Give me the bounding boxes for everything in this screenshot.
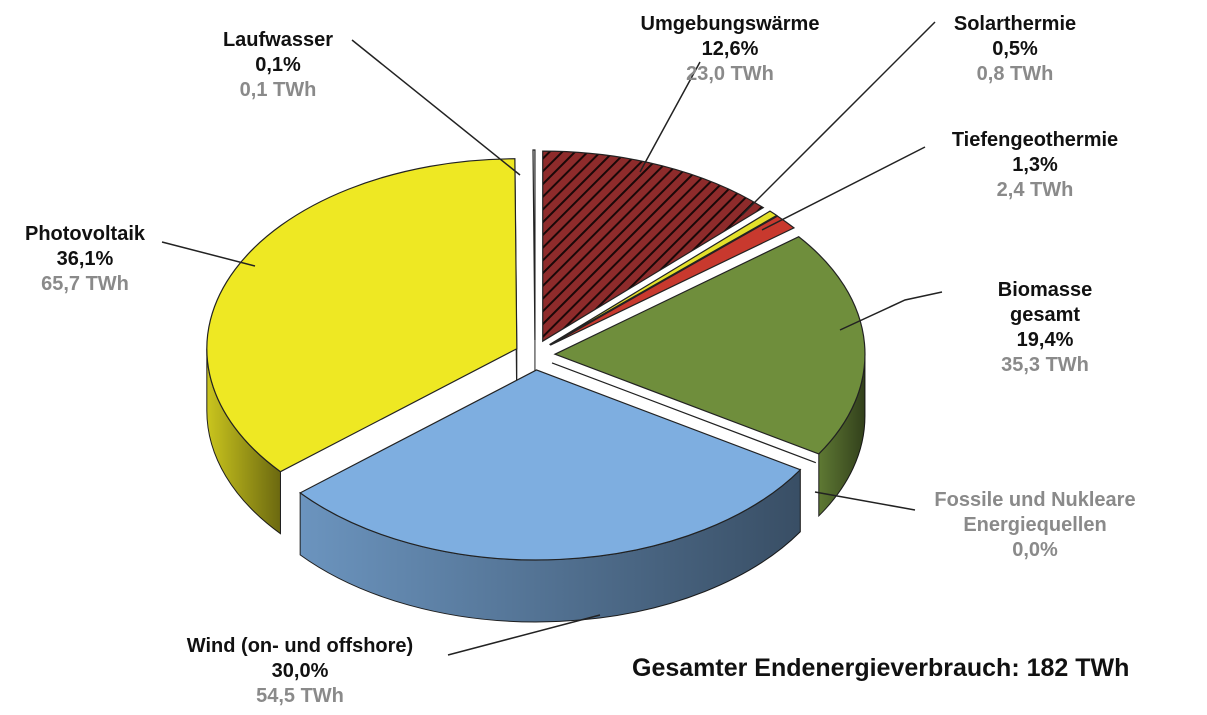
slice-name: Tiefengeothermie <box>951 129 1119 151</box>
slice-percent: 0,1% <box>255 54 301 76</box>
slice-percent: 36,1% <box>56 248 114 270</box>
slice <box>551 362 817 464</box>
slice-twh: 2,4 TWh <box>996 179 1074 201</box>
slice-percent: 30,0% <box>271 660 329 682</box>
slice-twh: 65,7 TWh <box>41 273 129 295</box>
slice <box>299 369 802 561</box>
slice-label: Tiefengeothermie 1,3% 2,4 TWh <box>952 128 1118 203</box>
slice-twh: 35,3 TWh <box>1001 354 1089 376</box>
slice-name: Fossile und Nukleare Energiequellen <box>934 489 1136 536</box>
slice-name: Photovoltaik <box>24 223 146 245</box>
slice-name: Wind (on- und offshore) <box>186 635 414 657</box>
slice-label: Fossile und Nukleare Energiequellen 0,0% <box>915 488 1155 563</box>
slice-twh: 0,1 TWh <box>239 79 317 101</box>
slice-name: Biomasse gesamt <box>997 279 1093 326</box>
slice-side-shade <box>206 348 281 534</box>
slice-label: Umgebungswärme 12,6% 23,0 TWh <box>641 12 820 87</box>
slice-twh: 23,0 TWh <box>686 63 774 85</box>
slice-sides <box>206 150 866 623</box>
slice-label: Biomasse gesamt 19,4% 35,3 TWh <box>964 278 1126 378</box>
slice-name: Umgebungswärme <box>640 13 820 35</box>
total-annotation: Gesamter Endenergieverbrauch: 182 TWh <box>632 654 1130 682</box>
slice-percent: 12,6% <box>701 38 759 60</box>
slice-twh: 54,5 TWh <box>256 685 344 707</box>
slice-twh: 0,8 TWh <box>976 63 1054 85</box>
slice <box>553 236 866 455</box>
slice-percent: 1,3% <box>1012 154 1058 176</box>
slice-name: Solarthermie <box>953 13 1077 35</box>
slice-label: Laufwasser 0,1% 0,1 TWh <box>223 28 333 103</box>
slice-percent: 19,4% <box>1016 329 1074 351</box>
leader-lines <box>161 21 943 656</box>
slice-label: Solarthermie 0,5% 0,8 TWh <box>954 12 1076 87</box>
slice <box>206 158 518 473</box>
slice <box>542 150 765 343</box>
slice-side-shade <box>300 469 801 622</box>
slice-label: Photovoltaik 36,1% 65,7 TWh <box>25 222 145 297</box>
slice-side-shade <box>818 354 865 516</box>
slice-tops <box>206 149 866 561</box>
slice <box>532 149 536 341</box>
slice-label: Wind (on- und offshore) 30,0% 54,5 TWh <box>187 634 413 709</box>
slice <box>549 210 778 346</box>
slice-percent: 0,5% <box>992 38 1038 60</box>
slice-name: Laufwasser <box>222 29 334 51</box>
slice <box>549 215 796 346</box>
slice-percent: 0,0% <box>1012 539 1058 561</box>
